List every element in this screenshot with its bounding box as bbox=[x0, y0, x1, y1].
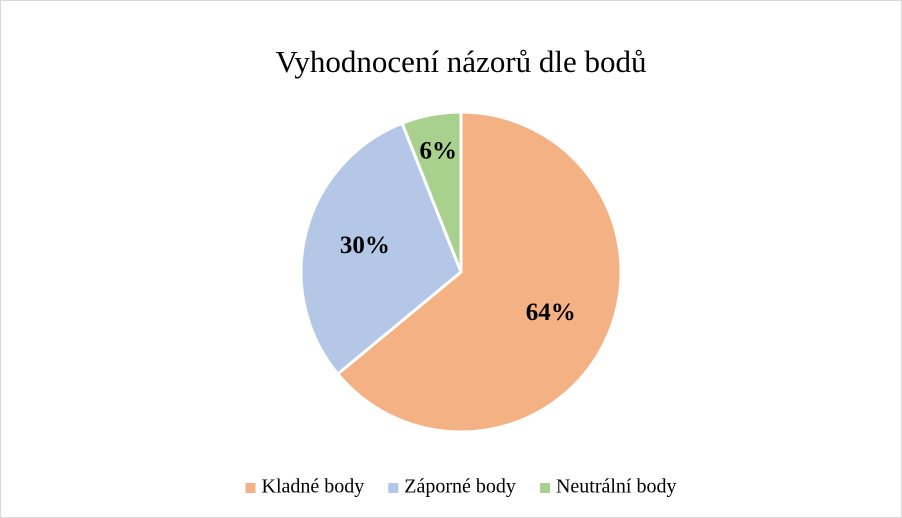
legend-swatch bbox=[388, 483, 399, 493]
legend-label: Kladné body bbox=[262, 476, 365, 498]
legend-swatch bbox=[539, 483, 550, 493]
data-label: 64% bbox=[526, 299, 576, 326]
legend-label: Záporné body bbox=[404, 476, 516, 498]
data-label: 6% bbox=[419, 137, 457, 164]
pie-slice bbox=[400, 110, 463, 273]
legend-swatch bbox=[245, 483, 256, 493]
legend-label: Neutrální body bbox=[556, 476, 677, 498]
pie-slice bbox=[299, 121, 463, 377]
pie-slice bbox=[335, 110, 623, 434]
data-label: 30% bbox=[340, 232, 390, 259]
chart-title: Vyhodnocení názorů dle bodů bbox=[275, 44, 646, 79]
